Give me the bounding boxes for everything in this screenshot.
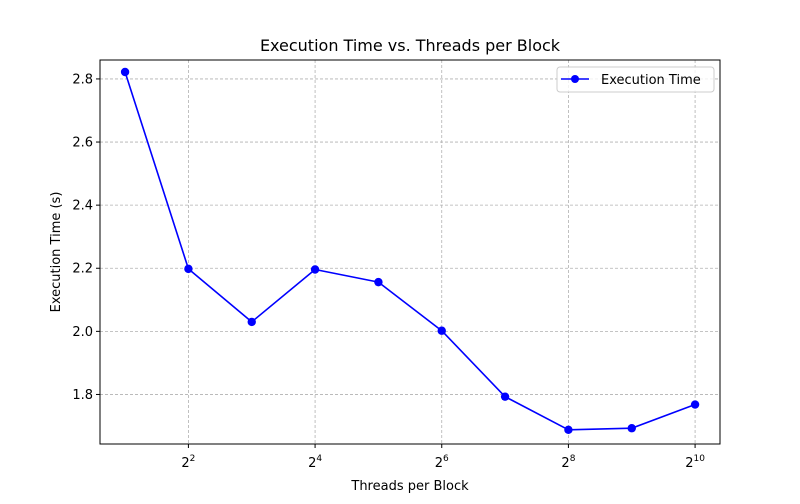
axis-ticks: 22 24 26 28 210 1.8 2.0 2.2 2.4 2.6 2.8: [72, 72, 705, 471]
y-tick-label: 2.8: [72, 72, 93, 87]
x-tick-label: 22: [181, 454, 195, 471]
data-point: [247, 317, 256, 327]
chart-title: Execution Time vs. Threads per Block: [260, 36, 561, 55]
y-tick-label: 2.6: [72, 136, 93, 151]
plot-frame: [99, 59, 721, 445]
x-tick-label: 24: [308, 454, 322, 471]
data-point: [374, 277, 383, 287]
data-point: [437, 326, 446, 335]
series-line: [124, 71, 696, 431]
data-point: [627, 424, 636, 433]
y-tick-label: 2.2: [72, 262, 93, 277]
data-point: [500, 392, 510, 401]
data-point: [120, 67, 130, 77]
data-point: [564, 425, 573, 435]
x-tick-label: 26: [435, 454, 449, 471]
x-tick-label: 28: [561, 454, 575, 471]
y-tick-label: 1.8: [72, 388, 93, 403]
legend: Execution Time: [556, 66, 715, 93]
legend-marker-sample: [571, 75, 579, 83]
data-point: [310, 265, 320, 274]
data-point: [184, 264, 193, 274]
x-tick-label: 210: [685, 454, 705, 471]
y-tick-label: 2.0: [72, 325, 93, 340]
x-axis-label: Threads per Block: [350, 479, 469, 494]
y-tick-label: 2.4: [72, 199, 93, 214]
legend-entry-label: Execution Time: [601, 73, 701, 88]
y-axis-label: Execution Time (s): [49, 192, 64, 313]
data-point: [690, 400, 700, 409]
series-layer: [120, 67, 700, 435]
legend-box: [556, 66, 715, 93]
